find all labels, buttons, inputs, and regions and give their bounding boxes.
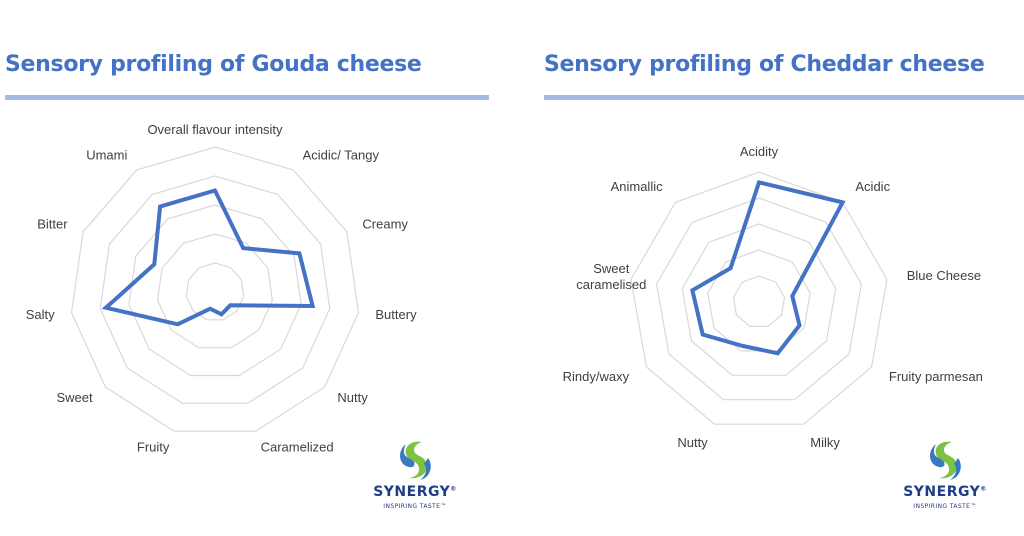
gouda-radar-chart: Overall flavour intensity Acidic/ Tangy Cr… bbox=[26, 122, 417, 454]
logo-blue-swirl-lower bbox=[950, 458, 961, 480]
synergy-s-swirl-icon bbox=[930, 441, 961, 480]
grid-ring bbox=[99, 175, 331, 404]
gouda-chart-panel: Sensory profiling of Gouda cheese Overal… bbox=[5, 52, 489, 518]
logo-wordmark: SYNERGY® bbox=[370, 484, 460, 500]
axis-label-animallic: Animallic bbox=[611, 179, 664, 194]
title-underline bbox=[544, 95, 1024, 100]
logo-name-text: SYNERGY bbox=[903, 484, 981, 500]
axis-label-nutty: Nutty bbox=[337, 390, 368, 405]
axis-label-caramelized: Caramelized bbox=[261, 439, 334, 454]
cheddar-radar-chart: Acidity Acidic Blue Cheese Fruity parmesan M… bbox=[563, 144, 983, 450]
logo-wordmark: SYNERGY® bbox=[900, 484, 990, 500]
synergy-logo: SYNERGY® INSPIRING TASTE™ bbox=[900, 438, 990, 518]
axis-label-umami: Umami bbox=[86, 148, 127, 163]
logo-green-swirl bbox=[405, 441, 427, 479]
grid-ring bbox=[128, 204, 302, 377]
axis-label-acidic: Acidic bbox=[855, 179, 890, 194]
grid-ring bbox=[630, 171, 888, 425]
axis-label-sweet: Sweet bbox=[56, 390, 93, 405]
logo-blue-swirl bbox=[400, 444, 415, 468]
chart-title: Sensory profiling of Cheddar cheese bbox=[544, 52, 985, 77]
cheddar-chart-panel: Sensory profiling of Cheddar cheese Acid… bbox=[512, 0, 1024, 536]
synergy-s-swirl-icon bbox=[400, 441, 431, 480]
axis-label-salty: Salty bbox=[26, 307, 55, 322]
synergy-logo: SYNERGY® INSPIRING TASTE™ bbox=[370, 438, 460, 518]
grid-ring bbox=[70, 146, 360, 432]
chart-title: Sensory profiling of Gouda cheese bbox=[5, 52, 422, 77]
grid-ring bbox=[655, 197, 863, 401]
logo-name-text: SYNERGY bbox=[373, 484, 451, 500]
logo-tagline: INSPIRING TASTE™ bbox=[913, 503, 977, 510]
axis-label-bitter: Bitter bbox=[37, 217, 68, 232]
radar-grid bbox=[630, 171, 888, 425]
logo-trademark: ® bbox=[980, 485, 987, 493]
axis-label-blue-cheese: Blue Cheese bbox=[907, 268, 981, 283]
series-line-0 bbox=[690, 180, 846, 356]
axis-label-nutty: Nutty bbox=[677, 435, 708, 450]
axis-label-rindy-waxy: Rindy/waxy bbox=[563, 369, 630, 384]
logo-tagline: INSPIRING TASTE™ bbox=[383, 503, 447, 510]
logo-trademark: ® bbox=[450, 485, 457, 493]
title-underline bbox=[5, 95, 489, 100]
grid-ring bbox=[185, 262, 245, 321]
axis-label-buttery: Buttery bbox=[375, 307, 417, 322]
axis-label-fruity-parmesan: Fruity parmesan bbox=[889, 369, 983, 384]
logo-green-swirl bbox=[935, 441, 957, 479]
logo-blue-swirl bbox=[930, 444, 945, 468]
series-line-0 bbox=[101, 188, 316, 327]
axis-label-sweet-caramelised: Sweet caramelised bbox=[576, 261, 646, 292]
axis-label-acidity: Acidity bbox=[740, 144, 779, 159]
axis-label-acidic-tangy: Acidic/ Tangy bbox=[303, 148, 380, 163]
axis-label-fruity: Fruity bbox=[137, 439, 170, 454]
grid-ring bbox=[681, 223, 837, 376]
grid-ring bbox=[156, 233, 274, 349]
axis-label-milky: Milky bbox=[810, 435, 840, 450]
radar-grid bbox=[70, 146, 360, 432]
axis-label-creamy: Creamy bbox=[362, 217, 408, 232]
axis-label-overall-flavour-intensity: Overall flavour intensity bbox=[147, 122, 283, 137]
logo-blue-swirl-lower bbox=[420, 458, 431, 480]
grid-ring bbox=[732, 275, 786, 327]
